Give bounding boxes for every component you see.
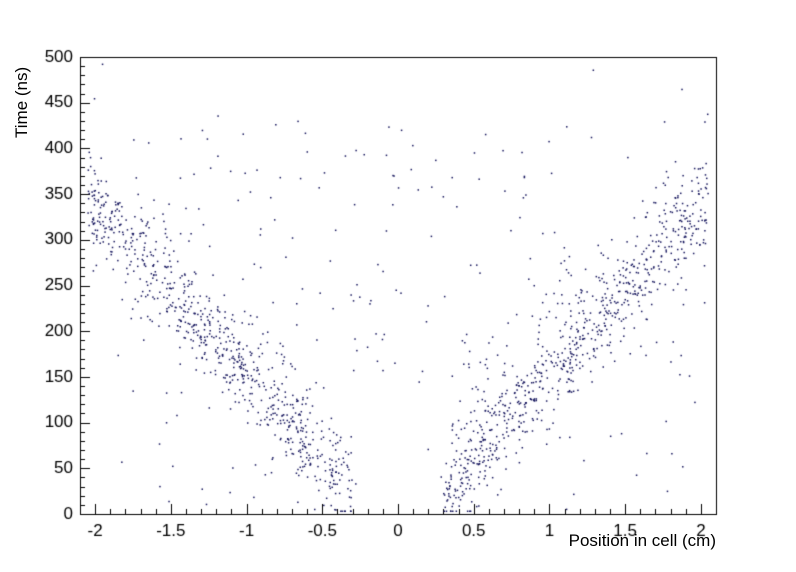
y-axis-title: Time (ns) — [12, 66, 31, 138]
x-axis-title: Position in cell (cm) — [568, 531, 716, 550]
